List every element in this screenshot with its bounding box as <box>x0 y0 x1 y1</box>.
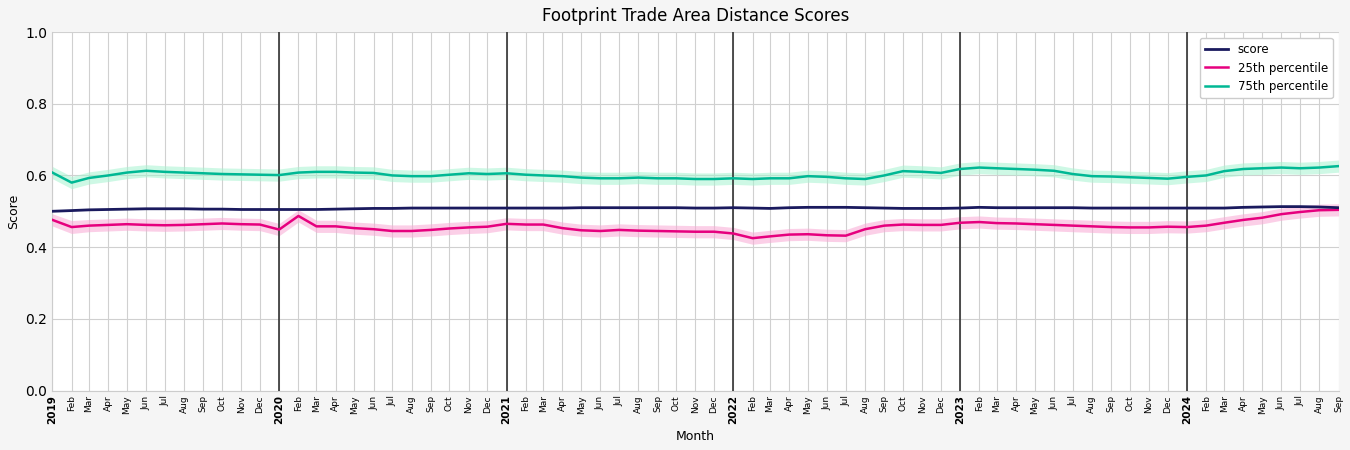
Line: score: score <box>53 207 1339 212</box>
X-axis label: Month: Month <box>676 430 716 443</box>
Line: 75th percentile: 75th percentile <box>53 166 1339 183</box>
Title: Footprint Trade Area Distance Scores: Footprint Trade Area Distance Scores <box>541 7 849 25</box>
Line: 25th percentile: 25th percentile <box>53 210 1339 238</box>
Legend: score, 25th percentile, 75th percentile: score, 25th percentile, 75th percentile <box>1200 38 1332 98</box>
Y-axis label: Score: Score <box>7 194 20 229</box>
